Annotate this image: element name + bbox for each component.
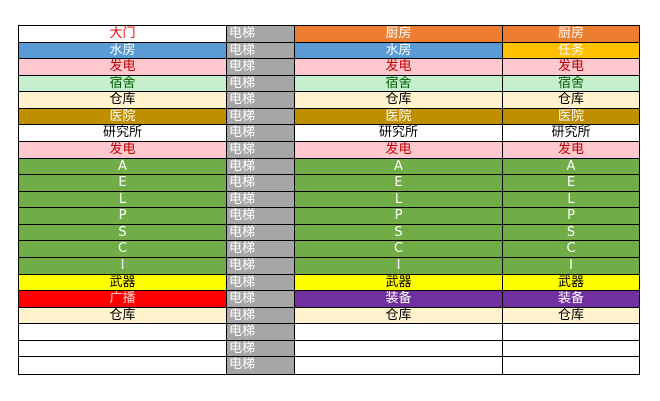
- table-cell: 医院: [295, 108, 503, 126]
- lift-cell: 电梯: [227, 224, 295, 242]
- table-cell: C: [19, 241, 227, 258]
- table-cell: 厨房: [503, 26, 639, 43]
- table-cell: P: [19, 208, 227, 225]
- table-cell: 医院: [19, 108, 227, 126]
- table-cell: 广播: [19, 291, 227, 308]
- table-cell: E: [295, 175, 503, 192]
- table-cell: E: [19, 175, 227, 192]
- table-cell: 仓库: [295, 307, 503, 325]
- table-cell: [295, 357, 503, 374]
- lift-cell: 电梯: [227, 241, 295, 258]
- table-cell: 发电: [295, 142, 503, 159]
- table-cell: [295, 340, 503, 358]
- table-cell: 装备: [503, 291, 639, 308]
- table-cell: 研究所: [503, 125, 639, 142]
- table-cell: 发电: [295, 59, 503, 76]
- lift-cell: 电梯: [227, 92, 295, 109]
- table-cell: 研究所: [19, 125, 227, 142]
- table-cell: S: [503, 224, 639, 242]
- lift-cell: 电梯: [227, 340, 295, 358]
- table-cell: [503, 357, 639, 374]
- table-cell: 水房: [295, 42, 503, 60]
- lift-cell: 电梯: [227, 125, 295, 142]
- table-cell: 大门: [19, 26, 227, 43]
- table-cell: 武器: [295, 274, 503, 292]
- lift-cell: 电梯: [227, 274, 295, 292]
- lift-cell: 电梯: [227, 191, 295, 209]
- table-cell: L: [503, 191, 639, 209]
- table-cell: [19, 340, 227, 358]
- table-cell: 仓库: [503, 92, 639, 109]
- table-cell: 研究所: [295, 125, 503, 142]
- table-cell: 仓库: [19, 92, 227, 109]
- table-cell: [503, 341, 639, 358]
- table-cell: [503, 324, 639, 341]
- lift-cell: 电梯: [227, 26, 295, 43]
- table-cell: 仓库: [503, 307, 639, 325]
- table-cell: S: [19, 224, 227, 242]
- lift-cell: 电梯: [227, 357, 295, 374]
- table-cell: [19, 324, 227, 341]
- table-cell: 仓库: [19, 307, 227, 325]
- table-cell: I: [503, 258, 639, 275]
- table-cell: 武器: [19, 274, 227, 292]
- table-cell: A: [295, 158, 503, 176]
- table-cell: 医院: [503, 108, 639, 126]
- sheet-table: 大门 电梯 厨房 厨房 水房 电梯 水房 任务 发电 电梯 发电 发电 宿舍 电梯 宿舍 宿舍 仓库 电梯 仓库 仓库…: [18, 25, 640, 375]
- table-cell: E: [503, 175, 639, 192]
- table-cell: 任务: [503, 42, 639, 60]
- table-cell: [19, 357, 227, 374]
- lift-cell: 电梯: [227, 42, 295, 60]
- table-cell: A: [19, 158, 227, 176]
- table-cell: 宿舍: [503, 75, 639, 93]
- table-cell: A: [503, 158, 639, 176]
- table-cell: 仓库: [295, 92, 503, 109]
- lift-cell: 电梯: [227, 59, 295, 76]
- table-cell: 宿舍: [295, 75, 503, 93]
- table-cell: L: [295, 191, 503, 209]
- table-cell: 厨房: [295, 26, 503, 43]
- lift-cell: 电梯: [227, 158, 295, 176]
- table-cell: 发电: [503, 142, 639, 159]
- table-cell: 发电: [503, 59, 639, 76]
- table-cell: S: [295, 224, 503, 242]
- table-cell: C: [295, 241, 503, 258]
- lift-cell: 电梯: [227, 291, 295, 308]
- table-cell: P: [295, 208, 503, 225]
- table-cell: 宿舍: [19, 75, 227, 93]
- table-cell: I: [295, 258, 503, 275]
- lift-cell: 电梯: [227, 175, 295, 192]
- table-cell: P: [503, 208, 639, 225]
- table-cell: 武器: [503, 274, 639, 292]
- lift-cell: 电梯: [227, 324, 295, 341]
- lift-cell: 电梯: [227, 208, 295, 225]
- lift-cell: 电梯: [227, 258, 295, 275]
- table-cell: 发电: [19, 59, 227, 76]
- table-cell: 水房: [19, 42, 227, 60]
- lift-cell: 电梯: [227, 142, 295, 159]
- table-cell: 发电: [19, 142, 227, 159]
- table-cell: 装备: [295, 291, 503, 308]
- lift-cell: 电梯: [227, 307, 295, 325]
- lift-cell: 电梯: [227, 108, 295, 126]
- table-cell: L: [19, 191, 227, 209]
- table-cell: [295, 324, 503, 341]
- table-cell: C: [503, 241, 639, 258]
- table-cell: I: [19, 258, 227, 275]
- lift-cell: 电梯: [227, 75, 295, 93]
